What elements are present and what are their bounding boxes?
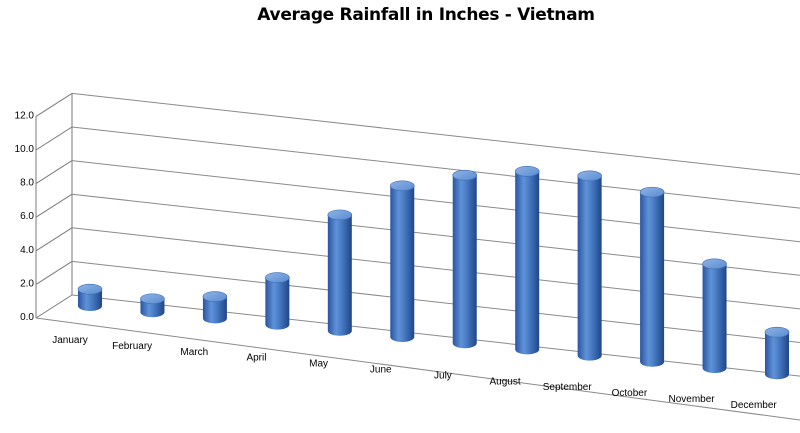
bar-body bbox=[265, 277, 290, 330]
bar bbox=[389, 180, 415, 342]
bar bbox=[140, 293, 165, 318]
x-tick-label: October bbox=[612, 388, 648, 399]
bar-body bbox=[640, 192, 665, 367]
grid-line bbox=[71, 126, 800, 209]
x-tick-label: June bbox=[370, 365, 392, 376]
grid-line bbox=[71, 227, 800, 310]
bar-top bbox=[389, 180, 415, 192]
side-grid-line bbox=[35, 193, 73, 218]
bar bbox=[577, 170, 602, 361]
bar bbox=[702, 258, 727, 373]
bar-body bbox=[765, 332, 789, 380]
y-tick-label: 0.0 bbox=[20, 312, 34, 323]
bar-body bbox=[515, 171, 540, 355]
x-tick-label: December bbox=[731, 400, 778, 411]
bar-top bbox=[764, 326, 790, 338]
y-tick-label: 6.0 bbox=[20, 211, 34, 222]
grid-line bbox=[71, 193, 800, 276]
bar-body bbox=[202, 296, 227, 324]
grid-line bbox=[71, 92, 800, 176]
bar bbox=[202, 291, 228, 324]
side-grid-line bbox=[35, 294, 73, 319]
chart-title: Average Rainfall in Inches - Vietnam bbox=[257, 5, 595, 25]
x-tick-label: March bbox=[180, 347, 208, 358]
bar-top bbox=[202, 291, 228, 302]
bar-body bbox=[702, 263, 727, 373]
bar bbox=[452, 169, 478, 349]
grid-line bbox=[71, 260, 800, 344]
x-tick-label: November bbox=[668, 394, 715, 405]
bar-top bbox=[577, 170, 602, 182]
bar-top bbox=[77, 283, 103, 295]
bar-body bbox=[577, 175, 602, 361]
x-tick-label: February bbox=[112, 341, 152, 352]
bar bbox=[265, 272, 290, 330]
x-tick-label: May bbox=[309, 359, 328, 370]
bar-body bbox=[452, 175, 477, 349]
bar-top bbox=[514, 166, 540, 177]
bar bbox=[764, 326, 790, 380]
bar-body bbox=[78, 289, 102, 311]
bar-top bbox=[140, 293, 165, 305]
y-tick-label: 2.0 bbox=[20, 278, 34, 289]
x-tick-label: September bbox=[543, 382, 593, 393]
side-grid-line bbox=[35, 126, 73, 151]
side-grid-line bbox=[35, 227, 73, 252]
side-grid-line bbox=[35, 92, 73, 117]
x-tick-label: April bbox=[246, 353, 266, 364]
side-grid-line bbox=[35, 260, 73, 285]
bar bbox=[327, 209, 353, 336]
bar-top bbox=[452, 169, 478, 181]
y-tick-label: 8.0 bbox=[20, 178, 34, 189]
y-tick-label: 12.0 bbox=[15, 110, 35, 121]
bar-body bbox=[390, 185, 415, 342]
floor-edge bbox=[35, 317, 800, 421]
x-tick-label: July bbox=[434, 370, 452, 381]
y-tick-label: 10.0 bbox=[15, 144, 35, 155]
bar-top bbox=[639, 186, 665, 198]
bar-top bbox=[702, 258, 727, 270]
bar bbox=[77, 283, 103, 311]
x-tick-label: August bbox=[490, 376, 521, 387]
y-tick-label: 4.0 bbox=[20, 245, 34, 256]
bar bbox=[639, 186, 665, 367]
grid-line bbox=[71, 294, 800, 377]
bar-top bbox=[327, 209, 353, 221]
grid-line bbox=[71, 160, 800, 243]
side-grid-line bbox=[35, 160, 73, 185]
bar-top bbox=[265, 272, 290, 283]
x-tick-label: January bbox=[52, 335, 88, 346]
bar-body bbox=[327, 214, 352, 336]
bar bbox=[514, 166, 540, 355]
